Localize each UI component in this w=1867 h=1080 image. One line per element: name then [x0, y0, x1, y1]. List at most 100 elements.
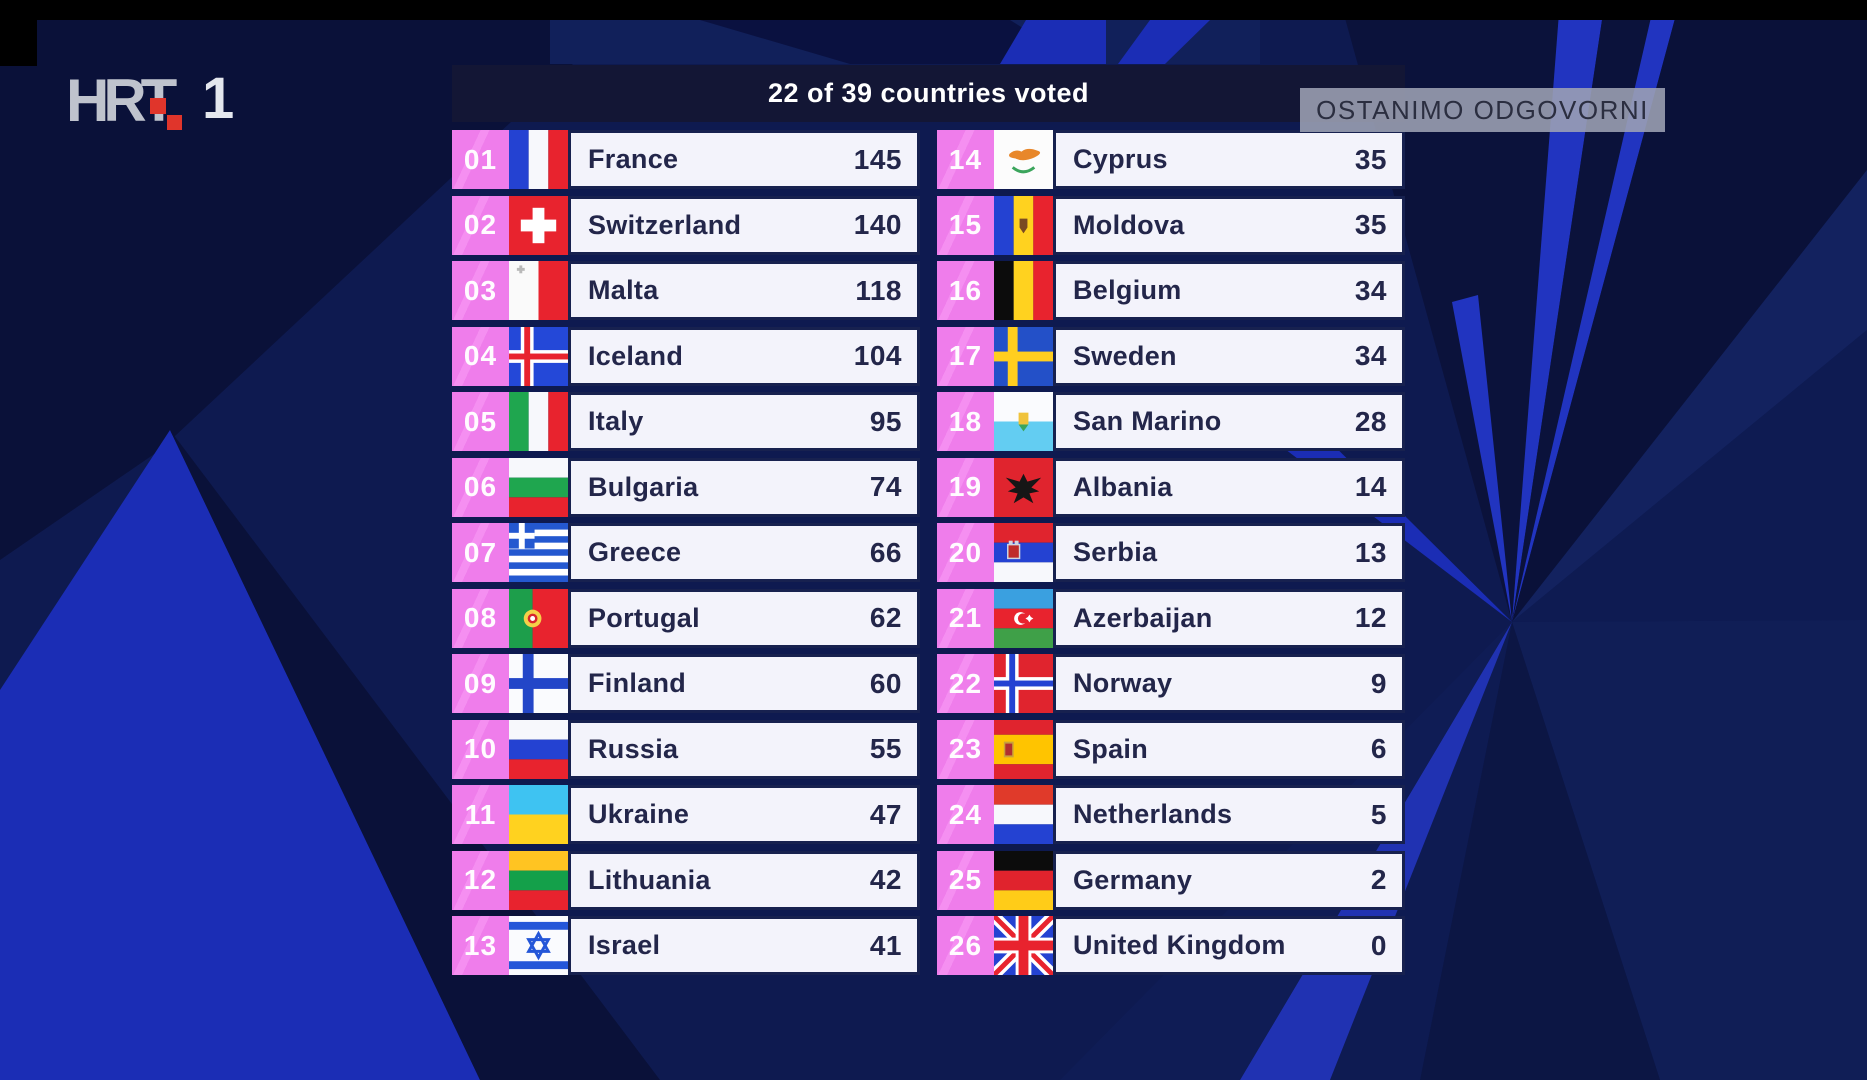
country-score: 2	[1370, 864, 1387, 895]
table-row: 18 San Marino 28	[937, 392, 1405, 451]
country-name: Germany	[1073, 864, 1193, 895]
table-row: 10 Russia 55	[452, 719, 920, 779]
al-flag-icon	[994, 457, 1053, 517]
table-row: 04 Iceland 104	[452, 326, 920, 386]
table-row: 20 Serbia 13	[937, 523, 1405, 582]
country-score: 34	[1354, 340, 1387, 371]
country-name: Bulgaria	[588, 471, 699, 502]
country-score: 95	[869, 405, 902, 437]
top-left-letterbox	[0, 0, 37, 66]
country-cell: Portugal 62	[568, 588, 920, 648]
gr-flag-icon	[509, 523, 568, 582]
country-cell: Ukraine 47	[568, 785, 920, 844]
country-cell: Germany 2	[1053, 850, 1405, 910]
country-name: Lithuania	[588, 864, 711, 895]
country-cell: Belgium 34	[1053, 261, 1405, 320]
country-cell: Italy 95	[568, 392, 920, 451]
rank-badge: 19	[937, 457, 994, 517]
country-score: 35	[1354, 143, 1387, 175]
lt-flag-icon	[509, 850, 568, 910]
country-score: 9	[1370, 667, 1387, 699]
table-row: 26 United Kingdom 0	[937, 916, 1405, 975]
nl-flag-icon	[994, 785, 1053, 844]
country-cell: United Kingdom 0	[1053, 916, 1405, 975]
channel-number: 1	[202, 66, 235, 131]
country-score: 13	[1354, 536, 1387, 568]
country-cell: Cyprus 35	[1053, 130, 1405, 189]
table-row: 13 Israel 41	[452, 916, 920, 975]
country-cell: Malta 118	[568, 261, 920, 320]
fr-flag-icon	[509, 130, 568, 189]
rank-badge: 17	[937, 326, 994, 386]
rank-badge: 09	[452, 654, 509, 713]
country-name: United Kingdom	[1073, 930, 1286, 960]
hrt-logo: HRT 1	[66, 68, 234, 136]
bg-flag-icon	[509, 457, 568, 517]
country-name: Cyprus	[1073, 144, 1168, 174]
country-score: 118	[855, 274, 902, 306]
cy-flag-icon	[994, 130, 1053, 189]
country-name: Norway	[1073, 668, 1173, 698]
country-name: Spain	[1073, 733, 1149, 764]
table-row: 19 Albania 14	[937, 457, 1405, 517]
country-name: San Marino	[1073, 406, 1222, 436]
campaign-banner: OSTANIMO ODGOVORNI	[1300, 88, 1665, 132]
country-score: 66	[869, 536, 902, 568]
country-cell: Bulgaria 74	[568, 457, 920, 517]
pt-flag-icon	[509, 588, 568, 648]
country-score: 28	[1354, 405, 1387, 437]
country-name: Sweden	[1073, 340, 1177, 371]
scoreboard-left-column: 01 France 145 02 Switzerland 140 03 Malta 118 04 I…	[452, 130, 920, 982]
rank-badge: 13	[452, 916, 509, 975]
rank-badge: 22	[937, 654, 994, 713]
country-score: 34	[1354, 274, 1387, 306]
rank-badge: 25	[937, 850, 994, 910]
country-name: Portugal	[588, 602, 700, 633]
rank-badge: 20	[937, 523, 994, 582]
country-cell: Russia 55	[568, 719, 920, 779]
country-cell: Finland 60	[568, 654, 920, 713]
rank-badge: 07	[452, 523, 509, 582]
table-row: 07 Greece 66	[452, 523, 920, 582]
country-name: Moldova	[1073, 209, 1185, 240]
country-score: 41	[869, 929, 902, 961]
rank-badge: 26	[937, 916, 994, 975]
country-cell: Lithuania 42	[568, 850, 920, 910]
rank-badge: 15	[937, 195, 994, 255]
rank-badge: 10	[452, 719, 509, 779]
table-row: 15 Moldova 35	[937, 195, 1405, 255]
table-row: 09 Finland 60	[452, 654, 920, 713]
country-cell: Albania 14	[1053, 457, 1405, 517]
rank-badge: 24	[937, 785, 994, 844]
it-flag-icon	[509, 392, 568, 451]
table-row: 12 Lithuania 42	[452, 850, 920, 910]
rs-flag-icon	[994, 523, 1053, 582]
gb-flag-icon	[994, 916, 1053, 975]
is-flag-icon	[509, 326, 568, 386]
country-score: 35	[1354, 209, 1387, 240]
country-score: 60	[869, 667, 902, 699]
country-name: Finland	[588, 668, 687, 698]
country-name: Israel	[588, 930, 661, 960]
country-cell: Switzerland 140	[568, 195, 920, 255]
table-row: 16 Belgium 34	[937, 261, 1405, 320]
country-cell: Greece 66	[568, 523, 920, 582]
rank-badge: 04	[452, 326, 509, 386]
rank-badge: 02	[452, 195, 509, 255]
table-row: 03 Malta 118	[452, 261, 920, 320]
country-cell: Serbia 13	[1053, 523, 1405, 582]
table-row: 24 Netherlands 5	[937, 785, 1405, 844]
ru-flag-icon	[509, 719, 568, 779]
country-cell: Azerbaijan 12	[1053, 588, 1405, 648]
country-name: France	[588, 144, 679, 174]
table-row: 05 Italy 95	[452, 392, 920, 451]
table-row: 08 Portugal 62	[452, 588, 920, 648]
rank-badge: 12	[452, 850, 509, 910]
country-name: Malta	[588, 275, 659, 305]
country-name: Albania	[1073, 471, 1173, 502]
table-row: 14 Cyprus 35	[937, 130, 1405, 189]
country-name: Azerbaijan	[1073, 602, 1213, 633]
country-score: 55	[869, 733, 902, 764]
no-flag-icon	[994, 654, 1053, 713]
country-score: 145	[853, 143, 902, 175]
